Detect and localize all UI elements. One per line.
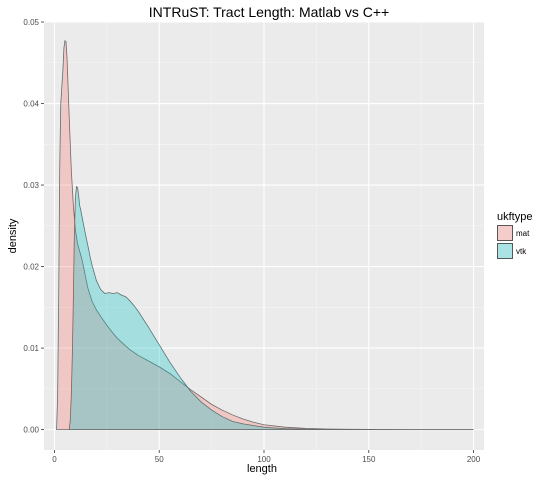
axis-ticks: 0 50 100 150 200 0.00 0.01 0.02 0.03 0.04 0.05 [23, 18, 480, 464]
density-area-mat [56, 40, 474, 431]
chart-title: INTRuST: Tract Length: Matlab vs C++ [149, 4, 389, 20]
density-areas [56, 40, 474, 431]
legend-swatch-mat [497, 225, 513, 241]
legend-label-vtk: vtk [516, 247, 527, 256]
legend-key-bg [497, 243, 513, 259]
legend-swatch-vtk [497, 243, 513, 259]
y-tick-label: 0.04 [23, 100, 39, 109]
x-tick-label: 100 [257, 455, 271, 464]
x-tick-label: 50 [155, 455, 164, 464]
x-tick-label: 0 [52, 455, 57, 464]
legend-title: ukftype [497, 211, 532, 223]
legend-label-mat: mat [516, 229, 530, 238]
y-tick-label: 0.00 [23, 426, 39, 435]
y-tick-label: 0.05 [23, 18, 39, 27]
x-tick-label: 200 [467, 455, 481, 464]
y-axis-title: density [7, 218, 19, 253]
y-tick-label: 0.03 [23, 181, 39, 190]
y-tick-label: 0.01 [23, 344, 39, 353]
legend: ukftype mat vtk [497, 211, 532, 259]
y-tick-label: 0.02 [23, 263, 39, 272]
x-axis-title: length [247, 463, 277, 475]
density-area-vtk [68, 185, 474, 431]
x-tick-label: 150 [362, 455, 376, 464]
legend-key-bg [497, 225, 513, 241]
